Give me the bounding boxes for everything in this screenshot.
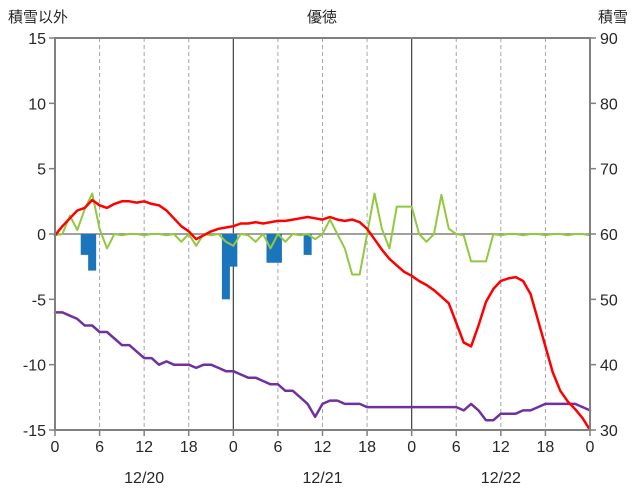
- left-axis-tick-label: -10: [23, 358, 46, 375]
- x-axis-tick-label: 0: [586, 439, 595, 456]
- x-axis-tick-label: 0: [51, 439, 60, 456]
- right-axis-tick-label: 80: [600, 96, 618, 113]
- x-axis-tick-label: 0: [229, 439, 238, 456]
- date-label: 12/21: [302, 470, 342, 487]
- precip-bar: [229, 234, 238, 267]
- right-axis-tick-label: 90: [600, 31, 618, 48]
- left-axis-title: 積雪以外: [8, 9, 68, 26]
- x-axis-tick-label: 18: [537, 439, 555, 456]
- x-axis-tick-label: 6: [273, 439, 282, 456]
- chart-title: 優徳: [307, 9, 337, 26]
- x-axis-tick-label: 6: [452, 439, 461, 456]
- purple-snow-depth-line: [53, 311, 592, 422]
- red-line: [53, 198, 592, 432]
- left-axis-tick-label: 0: [37, 227, 46, 244]
- precip-bar: [221, 234, 230, 300]
- data-series: [53, 192, 592, 432]
- x-axis-tick-label: 0: [407, 439, 416, 456]
- precip-bar: [80, 234, 89, 255]
- green-line: [54, 192, 591, 276]
- x-axis-tick-label: 12: [314, 439, 332, 456]
- gridlines: [55, 38, 590, 430]
- left-axis-tick-label: 10: [28, 96, 46, 113]
- right-axis-tick-label: 30: [600, 423, 618, 440]
- x-axis-tick-label: 18: [358, 439, 376, 456]
- precip-bar: [303, 234, 312, 255]
- right-axis-tick-label: 40: [600, 358, 618, 375]
- x-axis-tick-label: 6: [95, 439, 104, 456]
- x-axis-tick-label: 18: [180, 439, 198, 456]
- x-axis-tick-label: 12: [135, 439, 153, 456]
- left-axis-tick-label: 5: [37, 162, 46, 179]
- left-axis-tick-label: 15: [28, 31, 46, 48]
- right-axis-tick-label: 70: [600, 162, 618, 179]
- right-axis-tick-label: 50: [600, 292, 618, 309]
- right-axis-tick-label: 60: [600, 227, 618, 244]
- date-label: 12/20: [124, 470, 164, 487]
- right-axis-title: 積雪: [598, 9, 628, 26]
- x-axis-tick-label: 12: [492, 439, 510, 456]
- precip-bar: [273, 234, 282, 263]
- date-label: 12/22: [481, 470, 521, 487]
- plot-frame: [49, 37, 596, 436]
- left-axis-tick-label: -15: [23, 423, 46, 440]
- left-axis-tick-label: -5: [32, 292, 46, 309]
- precip-bar: [88, 234, 97, 271]
